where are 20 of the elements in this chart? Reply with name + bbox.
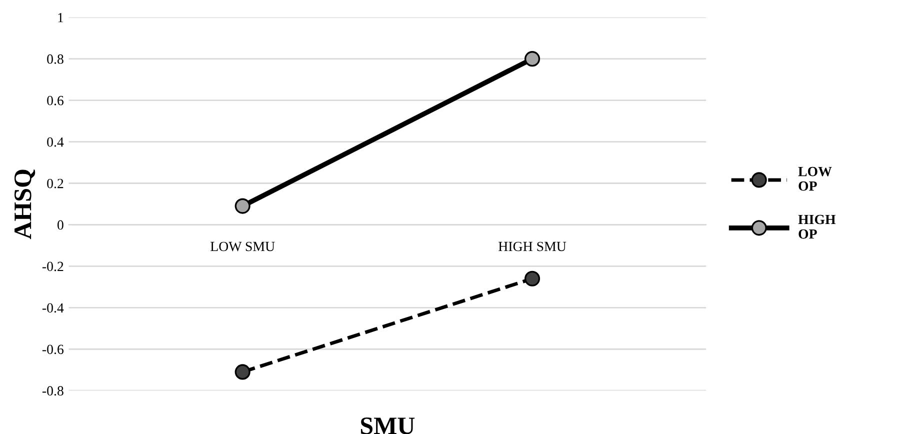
point: [524, 270, 540, 286]
y-axis-title: AHSQ: [14, 170, 36, 240]
y-tick-label: 0.8: [47, 54, 64, 64]
y-tick-label: -0.2: [42, 262, 64, 272]
y-tick-label: 0.6: [47, 96, 64, 106]
y-tick-label: 0.4: [47, 137, 64, 147]
y-tick-label: 0: [58, 220, 64, 230]
y-tick-label: 0.2: [47, 178, 64, 188]
x-tick-label: LOW SMU: [210, 242, 275, 252]
y-tick-label: -0.4: [42, 303, 64, 313]
x-tick-label: HIGH SMU: [498, 242, 566, 252]
y-tick-label: -0.8: [42, 386, 64, 396]
point: [234, 198, 250, 214]
point: [524, 51, 540, 67]
y-tick-label: 1: [58, 13, 64, 22]
y-tick-label: -0.6: [42, 344, 64, 354]
x-axis-title: SMU: [360, 418, 415, 434]
legend-label: HIGH OP: [798, 214, 836, 239]
point: [234, 364, 250, 380]
legend-label: LOW OP: [798, 166, 832, 191]
